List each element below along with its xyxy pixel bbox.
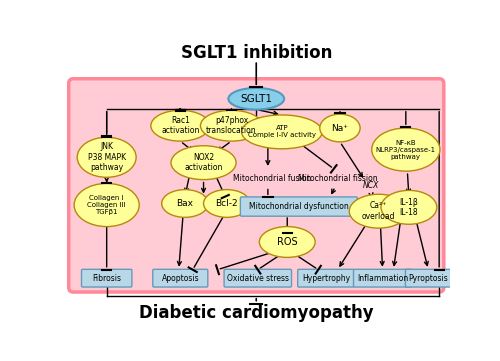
Text: Na⁺: Na⁺ bbox=[332, 123, 348, 132]
Text: JNK
P38 MAPK
pathway: JNK P38 MAPK pathway bbox=[88, 142, 126, 172]
Ellipse shape bbox=[260, 227, 315, 257]
Text: NCX: NCX bbox=[363, 181, 379, 190]
Ellipse shape bbox=[242, 115, 322, 149]
Ellipse shape bbox=[74, 183, 139, 227]
Text: NOX2
activation: NOX2 activation bbox=[184, 153, 222, 172]
Text: Rac1
activation: Rac1 activation bbox=[161, 116, 200, 135]
Text: ATP
Comple I-IV activity: ATP Comple I-IV activity bbox=[248, 125, 316, 138]
FancyBboxPatch shape bbox=[354, 269, 412, 287]
Text: Bcl-2: Bcl-2 bbox=[216, 199, 238, 208]
Text: Ca²⁺
overload: Ca²⁺ overload bbox=[362, 201, 396, 221]
Text: Inflammation: Inflammation bbox=[357, 274, 408, 283]
Ellipse shape bbox=[320, 114, 360, 142]
Text: Fibrosis: Fibrosis bbox=[92, 274, 121, 283]
Ellipse shape bbox=[372, 128, 440, 171]
Ellipse shape bbox=[162, 190, 208, 217]
Ellipse shape bbox=[228, 88, 284, 109]
Text: SGLT1 inhibition: SGLT1 inhibition bbox=[180, 44, 332, 62]
Text: Mitochondrial dysfunction: Mitochondrial dysfunction bbox=[249, 202, 349, 211]
Text: IL-1β
IL-18: IL-1β IL-18 bbox=[400, 197, 418, 217]
Text: Pyroptosis: Pyroptosis bbox=[408, 274, 448, 283]
Text: Mitochondrial fission: Mitochondrial fission bbox=[298, 174, 378, 183]
Text: NF-κB
NLRP3/caspase-1
pathway: NF-κB NLRP3/caspase-1 pathway bbox=[376, 140, 436, 160]
Text: Hypertrophy: Hypertrophy bbox=[302, 274, 350, 283]
Text: Diabetic cardiomyopathy: Diabetic cardiomyopathy bbox=[139, 304, 374, 322]
FancyBboxPatch shape bbox=[82, 269, 132, 287]
Ellipse shape bbox=[204, 190, 250, 217]
FancyBboxPatch shape bbox=[153, 269, 208, 287]
Ellipse shape bbox=[171, 146, 236, 180]
Text: p47phox
translocation: p47phox translocation bbox=[206, 116, 257, 135]
FancyBboxPatch shape bbox=[224, 269, 292, 287]
Text: Apoptosis: Apoptosis bbox=[162, 274, 199, 283]
Text: Mitochondrial fusion: Mitochondrial fusion bbox=[232, 174, 311, 183]
Text: ROS: ROS bbox=[277, 237, 297, 247]
FancyBboxPatch shape bbox=[298, 269, 354, 287]
Ellipse shape bbox=[381, 190, 437, 224]
Ellipse shape bbox=[349, 194, 408, 228]
Ellipse shape bbox=[200, 110, 262, 141]
Text: Bax: Bax bbox=[176, 199, 194, 208]
Text: Collagen I
Collagen III
TGFβ1: Collagen I Collagen III TGFβ1 bbox=[88, 195, 126, 215]
Ellipse shape bbox=[151, 110, 210, 141]
FancyBboxPatch shape bbox=[406, 269, 451, 287]
Text: Oxidative stress: Oxidative stress bbox=[227, 274, 289, 283]
FancyBboxPatch shape bbox=[240, 197, 358, 216]
FancyBboxPatch shape bbox=[68, 79, 444, 292]
Text: SGLT1: SGLT1 bbox=[240, 94, 272, 104]
Ellipse shape bbox=[77, 137, 136, 177]
